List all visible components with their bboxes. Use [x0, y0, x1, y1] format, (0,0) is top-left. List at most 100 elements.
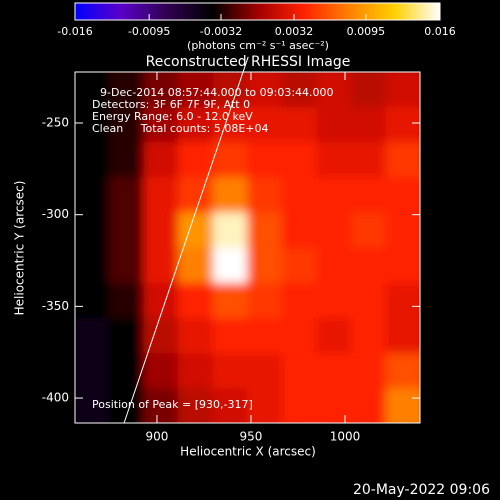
heatmap-cell	[247, 318, 283, 354]
heatmap-cell	[75, 106, 110, 143]
heatmap-cell	[212, 177, 248, 213]
annotation: Clean Total counts: 5.08E+04	[92, 122, 269, 135]
heatmap-cell	[351, 142, 387, 178]
heatmap-cell	[351, 282, 387, 319]
peak-label: Position of Peak = [930,-317]	[92, 398, 253, 411]
heatmap-cell	[178, 106, 214, 143]
heatmap-cell	[316, 388, 352, 423]
heatmap-cell	[178, 177, 214, 213]
colorbar-tick-label: 0.0032	[275, 25, 314, 38]
heatmap-cell	[247, 106, 283, 143]
x-axis-label: Heliocentric X (arcsec)	[180, 445, 316, 459]
heatmap-cell	[212, 318, 248, 354]
heatmap-cell	[143, 212, 179, 249]
heatmap-cell	[385, 388, 420, 423]
heatmap-cell	[143, 353, 179, 390]
y-tick-label: -350	[42, 299, 69, 313]
heatmap-cell	[75, 388, 110, 423]
footer: 20-May-2022 09:06	[353, 482, 490, 498]
heatmap-cell	[351, 106, 387, 143]
heatmap-cell	[75, 318, 110, 354]
heatmap-cell	[247, 353, 283, 390]
heatmap-cell	[212, 142, 248, 178]
heatmap-cell	[281, 388, 317, 423]
heatmap-cell	[108, 106, 144, 143]
heatmap-cell	[108, 142, 144, 178]
y-tick-label: -250	[42, 115, 69, 129]
y-axis-label: Heliocentric Y (arcsec)	[13, 181, 27, 316]
heatmap-cell	[143, 72, 179, 108]
heatmap-cell	[247, 212, 283, 249]
heatmap-cell	[281, 72, 317, 108]
heatmap-cell	[108, 212, 144, 249]
heatmap-cell	[385, 142, 420, 178]
heatmap-cell	[316, 282, 352, 319]
annotation: Detectors: 3F 6F 7F 9F, Att 0	[92, 98, 250, 111]
x-tick-label: 950	[240, 430, 263, 444]
heatmap-cell	[143, 388, 179, 423]
heatmap-cell	[75, 212, 110, 249]
heatmap-cell	[143, 177, 179, 213]
heatmap-cell	[316, 212, 352, 249]
x-tick-label: 1000	[330, 430, 361, 444]
x-tick-label: 900	[146, 430, 169, 444]
heatmap-cell	[385, 106, 420, 143]
heatmap-cell	[316, 353, 352, 390]
annotation: 9-Dec-2014 08:57:44.000 to 09:03:44.000	[100, 86, 334, 99]
heatmap-cell	[108, 72, 144, 108]
heatmap-cell	[143, 142, 179, 178]
heatmap-cell	[281, 142, 317, 178]
heatmap-cell	[212, 247, 248, 284]
annotation: Energy Range: 6.0 - 12.0 keV	[92, 110, 253, 123]
heatmap-cell	[316, 247, 352, 284]
heatmap-cell	[351, 212, 387, 249]
heatmap-cell	[316, 72, 352, 108]
heatmap-cell	[75, 282, 110, 319]
colorbar	[75, 3, 440, 20]
heatmap-cell	[316, 142, 352, 178]
heatmap-cell	[178, 282, 214, 319]
heatmap-cell	[385, 318, 420, 354]
heatmap-cell	[178, 388, 214, 423]
colorbar-label: (photons cm⁻² s⁻¹ asec⁻²)	[187, 39, 329, 52]
heatmap-cell	[281, 318, 317, 354]
heatmap-cell	[385, 212, 420, 249]
heatmap-cell	[351, 247, 387, 284]
heatmap-cell	[212, 106, 248, 143]
heatmap-cell	[212, 72, 248, 108]
heatmap-cell	[351, 72, 387, 108]
heatmap-cell	[212, 388, 248, 423]
plot-frame	[74, 71, 421, 424]
heatmap-cell	[247, 177, 283, 213]
heatmap-cell	[143, 247, 179, 284]
heatmap-cell	[247, 142, 283, 178]
heatmap-cell	[143, 106, 179, 143]
heatmap-cell	[351, 318, 387, 354]
heatmap-cell	[385, 282, 420, 319]
heatmap-cell	[351, 388, 387, 423]
colorbar-tick-label: -0.0032	[200, 25, 242, 38]
chart-title: Reconstructed RHESSI Image	[146, 54, 351, 70]
heatmap-cell	[281, 106, 317, 143]
heatmap-cell	[316, 318, 352, 354]
heatmap-cell	[247, 72, 283, 108]
heatmap-cell	[108, 318, 144, 354]
y-tick-label: -300	[42, 207, 69, 221]
colorbar-tick-label: 0.0095	[347, 25, 386, 38]
heatmap-cell	[212, 282, 248, 319]
heatmap-cell	[385, 177, 420, 213]
heatmap-cell	[281, 212, 317, 249]
heatmap-cell	[212, 353, 248, 390]
heatmap-cell	[247, 247, 283, 284]
heatmap-cell	[108, 282, 144, 319]
heatmap-cell	[247, 388, 283, 423]
heatmap-cell	[247, 282, 283, 319]
heatmap-cell	[143, 318, 179, 354]
heatmap-cell	[178, 72, 214, 108]
heatmap-cell	[108, 247, 144, 284]
heatmap-cell	[281, 177, 317, 213]
heatmap-cell	[178, 212, 214, 249]
heatmap-cell	[75, 353, 110, 390]
heatmap-cell	[281, 282, 317, 319]
heatmap-cell	[281, 247, 317, 284]
